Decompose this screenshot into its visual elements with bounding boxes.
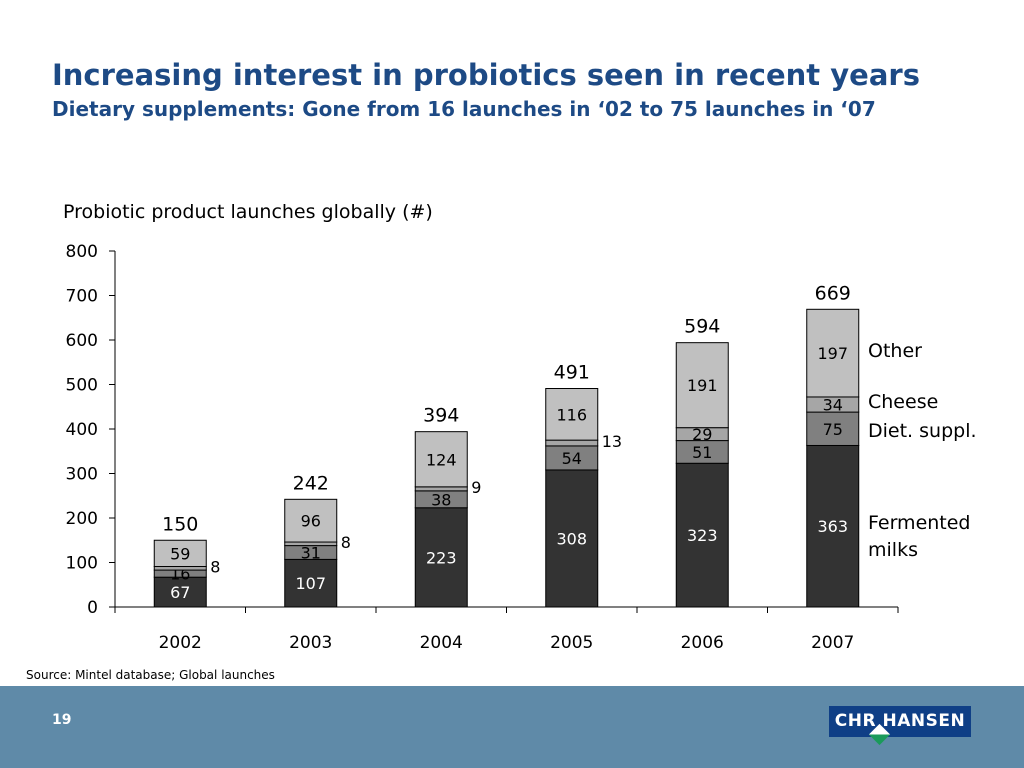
bar-segment-other [545,388,599,441]
bar-segment-cheese [414,486,468,492]
bar-segment-cheese [545,439,599,447]
data-label: 34 [823,396,843,415]
bar-segment-cheese [153,566,207,571]
data-label: 38 [431,490,451,509]
data-label: 197 [817,344,848,363]
bar-segment-other [675,342,729,429]
data-label: 9 [471,478,481,497]
total-label: 394 [423,405,459,427]
bar-segment-diet-suppl- [806,411,860,446]
data-label: 223 [426,548,457,567]
bar-segment-diet-suppl- [545,445,599,471]
bar-segment-other [806,308,860,398]
slide-title: Increasing interest in probiotics seen i… [52,58,920,92]
x-tick-label: 2005 [550,633,593,653]
bar-segment-other [414,431,468,488]
data-label: 75 [823,420,843,439]
page-number: 19 [52,712,72,728]
total-label: 669 [815,282,851,304]
legend-label: Other [868,340,922,362]
total-label: 491 [554,362,590,384]
bar-segment-fermented-milks [414,507,468,608]
data-label: 116 [556,405,587,424]
bar-segment-fermented-milks [284,558,338,608]
total-label: 150 [162,513,198,535]
legend-label: Fermented [868,512,971,534]
data-label: 8 [341,533,351,552]
legend-label: Diet. suppl. [868,420,977,442]
bar-segment-other [284,498,338,543]
slide-subtitle: Dietary supplements: Gone from 16 launch… [52,97,876,121]
x-tick-label: 2007 [811,633,854,653]
bar-segment-fermented-milks [675,462,729,608]
bar-segment-fermented-milks [545,469,599,608]
y-tick-label: 800 [66,242,98,262]
data-label: 51 [692,443,712,462]
data-label: 124 [426,450,457,469]
source-note: Source: Mintel database; Global launches [26,668,275,682]
data-label: 107 [295,574,326,593]
bar-segment-fermented-milks [806,444,860,608]
stacked-bar-chart: Probiotic product launches globally (#) 0… [63,201,977,653]
y-tick-label: 500 [66,376,98,396]
x-tick-label: 2003 [289,633,332,653]
data-label: 8 [210,557,220,576]
bar-segment-cheese [284,541,338,547]
total-label: 242 [293,472,329,494]
data-label: 54 [562,449,582,468]
data-label: 308 [556,529,587,548]
chr-hansen-logo: CHR HANSEN [829,706,971,746]
total-label: 594 [684,316,720,338]
legend-label: Cheese [868,391,938,413]
y-tick-label: 600 [66,331,98,351]
data-label: 323 [687,526,718,545]
logo-text: CHR HANSEN [834,711,966,731]
x-tick-label: 2004 [420,633,463,653]
y-tick-label: 400 [66,420,98,440]
x-tick-label: 2006 [681,633,724,653]
y-tick-label: 0 [87,598,98,618]
data-label: 13 [602,432,622,451]
x-tick-label: 2002 [159,633,202,653]
data-label: 363 [817,517,848,536]
bar-segment-fermented-milks [153,576,207,608]
y-tick-label: 100 [66,554,98,574]
y-tick-label: 200 [66,509,98,529]
data-label: 67 [170,583,190,602]
legend-label: milks [868,539,918,561]
y-tick-label: 300 [66,465,98,485]
data-label: 29 [692,425,712,444]
y-tick-label: 700 [66,287,98,307]
chart-title: Probiotic product launches globally (#) [63,201,433,223]
bar-segment-other [153,539,207,568]
data-label: 59 [170,544,190,563]
data-label: 96 [301,512,321,531]
data-label: 31 [301,543,321,562]
data-label: 191 [687,376,718,395]
